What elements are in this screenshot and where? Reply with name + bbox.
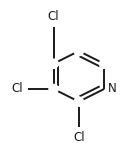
Text: Cl: Cl xyxy=(11,82,23,95)
Circle shape xyxy=(74,97,83,106)
Text: Cl: Cl xyxy=(48,10,59,23)
Circle shape xyxy=(74,46,83,56)
Circle shape xyxy=(99,59,109,68)
Circle shape xyxy=(49,59,58,68)
Text: N: N xyxy=(108,82,117,95)
Circle shape xyxy=(49,84,58,94)
Text: Cl: Cl xyxy=(73,131,85,144)
